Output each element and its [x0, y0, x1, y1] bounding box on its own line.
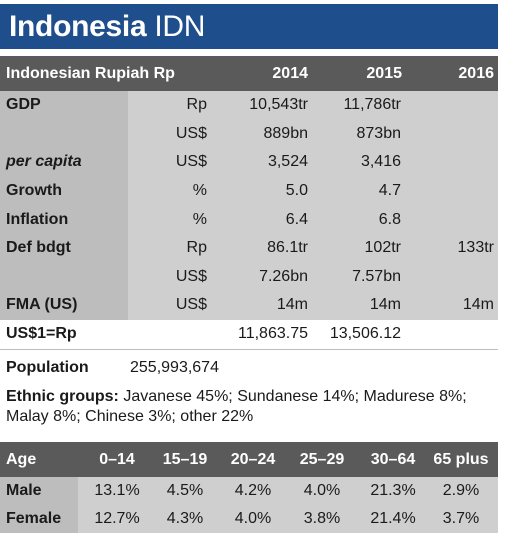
age-group-header: 0–14: [99, 450, 135, 468]
table-row: Growth % 5.0 4.7: [0, 177, 498, 206]
economy-table: Indonesian Rupiah Rp 2014 2015 2016 GDP …: [0, 56, 498, 350]
country-title-bar: Indonesia IDN: [0, 4, 498, 49]
table-cell: 2.9%: [442, 482, 480, 499]
row-unit: US$: [175, 153, 207, 171]
age-table-body: Male 13.1% 4.5% 4.2% 4.0% 21.3% 2.9% Fem…: [0, 477, 498, 533]
row-label: per capita: [6, 153, 82, 171]
row-label: Inflation: [6, 210, 69, 228]
age-table-header: Age 0–14 15–19 20–24 25–29 30–64 65 plus: [0, 442, 498, 477]
cell-2015: 11,786tr: [343, 96, 401, 114]
row-label: Male: [6, 482, 42, 499]
table-cell: 12.7%: [94, 510, 140, 527]
row-unit: US$: [175, 124, 207, 142]
age-table: Age 0–14 15–19 20–24 25–29 30–64 65 plus…: [0, 442, 498, 533]
age-group-header: 25–29: [299, 450, 345, 468]
row-unit: %: [192, 182, 207, 200]
table-cell: 4.2%: [234, 482, 272, 499]
cell-2014: 889bn: [263, 124, 309, 142]
table-cell: 3.8%: [303, 510, 341, 527]
row-label: Female: [6, 510, 62, 527]
cell-2016: 133tr: [457, 239, 494, 257]
cell-2016: 14m: [462, 296, 494, 314]
cell-2014: 11,863.75: [238, 325, 308, 343]
table-cell: 4.5%: [166, 482, 204, 499]
exchange-rate-label: US$1=Rp: [6, 325, 77, 343]
exchange-rate-row: US$1=Rp 11,863.75 13,506.12: [0, 319, 498, 350]
label-column-shade: [0, 91, 128, 320]
table-row: Male 13.1% 4.5% 4.2% 4.0% 21.3% 2.9%: [0, 477, 498, 505]
country-code: IDN: [154, 9, 206, 43]
row-label: GDP: [6, 96, 41, 114]
row-unit: US$: [175, 267, 207, 285]
ethnic-groups-text: Javanese 45%; Sundanese 14%; Madurese 8%…: [6, 388, 467, 425]
row-unit: Rp: [186, 96, 207, 114]
ethnic-groups-label: Ethnic groups:: [6, 388, 119, 405]
cell-2014: 6.4: [285, 210, 308, 228]
cell-2014: 5.0: [285, 182, 308, 200]
cell-2015: 13,506.12: [329, 325, 401, 343]
table-row: Inflation % 6.4 6.8: [0, 205, 498, 234]
row-unit: Rp: [186, 239, 207, 257]
population-value: 255,993,674: [130, 359, 219, 376]
table-row: per capita US$ 3,524 3,416: [0, 148, 498, 177]
table-cell: 13.1%: [94, 482, 140, 499]
year-header-2015: 2015: [366, 64, 402, 82]
row-unit: %: [192, 210, 207, 228]
table-row: Def bdgt Rp 86.1tr 102tr 133tr: [0, 234, 498, 263]
row-label: Growth: [6, 182, 62, 200]
label-column-shade: [0, 477, 78, 533]
row-label: Def bdgt: [6, 239, 71, 257]
population-line: Population 255,993,674: [6, 359, 219, 377]
cell-2015: 14m: [369, 296, 401, 314]
economy-table-body: GDP Rp 10,543tr 11,786tr US$ 889bn 873bn…: [0, 91, 498, 320]
age-group-header: 20–24: [230, 450, 276, 468]
age-group-header: 15–19: [162, 450, 208, 468]
cell-2014: 10,543tr: [249, 96, 308, 114]
year-header-2016: 2016: [458, 64, 494, 82]
row-unit: US$: [175, 296, 207, 314]
ethnic-groups: Ethnic groups: Javanese 45%; Sundanese 1…: [6, 387, 491, 427]
cell-2014: 3,524: [267, 153, 308, 171]
year-header-2014: 2014: [272, 64, 308, 82]
table-row: FMA (US) US$ 14m 14m 14m: [0, 291, 498, 320]
table-cell: 3.7%: [442, 510, 480, 527]
cell-2014: 14m: [276, 296, 308, 314]
cell-2015: 4.7: [378, 182, 401, 200]
cell-2014: 7.26bn: [259, 267, 308, 285]
population-label: Population: [6, 359, 89, 376]
table-cell: 21.3%: [370, 482, 416, 499]
country-name: Indonesia: [9, 9, 147, 43]
table-row: Female 12.7% 4.3% 4.0% 3.8% 21.4% 3.7%: [0, 505, 498, 533]
age-group-header: 30–64: [370, 450, 416, 468]
age-group-header: 65 plus: [433, 450, 489, 468]
table-cell: 4.0%: [234, 510, 272, 527]
table-row: US$ 889bn 873bn: [0, 120, 498, 149]
cell-2015: 6.8: [378, 210, 401, 228]
table-row: GDP Rp 10,543tr 11,786tr: [0, 91, 498, 120]
cell-2015: 7.57bn: [352, 267, 401, 285]
cell-2014: 86.1tr: [267, 239, 308, 257]
cell-2015: 102tr: [364, 239, 401, 257]
row-label: FMA (US): [6, 296, 78, 314]
currency-header: Indonesian Rupiah Rp: [6, 64, 175, 82]
cell-2015: 3,416: [360, 153, 401, 171]
table-cell: 21.4%: [370, 510, 416, 527]
table-row: US$ 7.26bn 7.57bn: [0, 263, 498, 292]
economy-table-header: Indonesian Rupiah Rp 2014 2015 2016: [0, 56, 498, 91]
table-cell: 4.3%: [166, 510, 204, 527]
cell-2015: 873bn: [356, 124, 402, 142]
age-header-label: Age: [6, 450, 37, 468]
table-cell: 4.0%: [303, 482, 341, 499]
